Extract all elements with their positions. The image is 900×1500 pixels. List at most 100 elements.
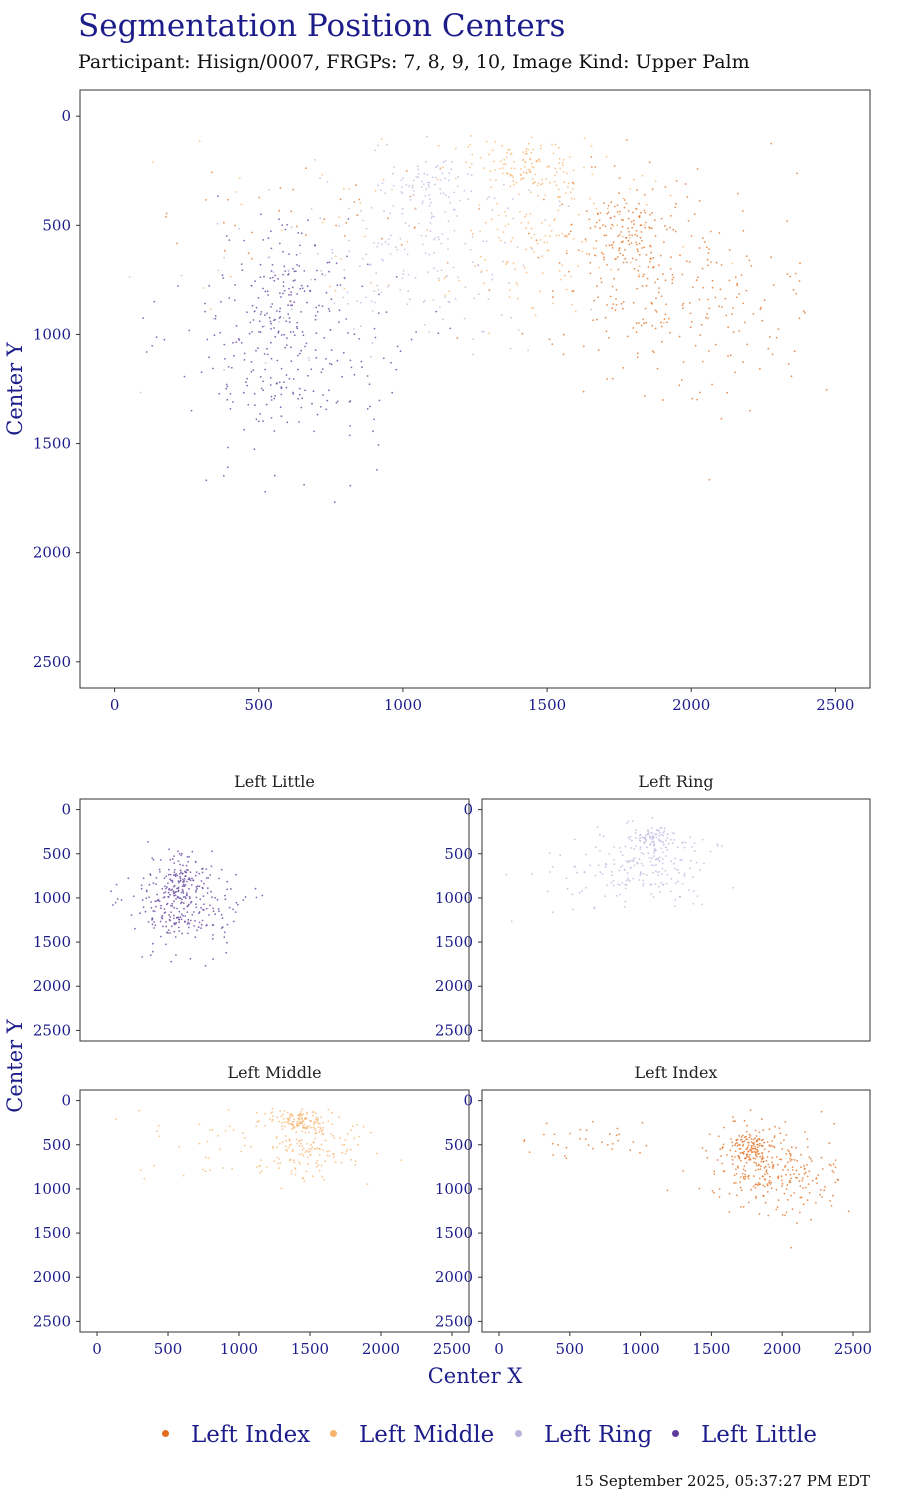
data-point-left-index	[607, 211, 610, 214]
data-point-left-little	[169, 919, 172, 922]
data-point-left-ring	[401, 208, 404, 210]
data-point-left-index	[747, 1150, 750, 1153]
data-point-left-little	[280, 415, 283, 418]
data-point-left-ring	[625, 879, 628, 882]
data-point-left-little	[348, 434, 351, 437]
data-point-left-little	[220, 300, 222, 303]
data-point-left-index	[773, 1136, 776, 1139]
data-point-left-middle	[231, 1168, 234, 1170]
data-point-left-ring	[377, 242, 380, 245]
legend-item-left-middle: Left Middle	[330, 1422, 494, 1448]
data-point-left-middle	[312, 1141, 315, 1144]
data-point-left-ring	[684, 841, 687, 844]
data-point-left-middle	[568, 156, 571, 158]
data-point-left-little	[186, 911, 189, 913]
data-point-left-index	[794, 272, 797, 275]
data-point-left-ring	[493, 197, 496, 200]
data-point-left-little	[290, 304, 292, 307]
data-point-left-index	[618, 234, 621, 236]
data-point-left-middle	[510, 240, 513, 243]
data-point-left-little	[314, 349, 317, 351]
data-point-left-ring	[412, 194, 415, 196]
data-point-left-middle	[346, 1148, 349, 1151]
data-point-left-little	[293, 301, 296, 303]
data-point-left-little	[220, 868, 223, 871]
data-point-left-little	[415, 331, 417, 333]
data-point-left-index	[686, 196, 689, 198]
data-point-left-middle	[306, 1127, 309, 1129]
data-point-left-index	[788, 1181, 791, 1183]
data-point-left-index	[620, 302, 623, 305]
data-point-left-middle	[318, 1169, 321, 1172]
data-point-left-ring	[485, 240, 488, 243]
data-point-left-little	[178, 852, 181, 855]
data-point-left-index	[622, 219, 624, 222]
data-point-left-middle	[500, 145, 503, 147]
data-point-left-little	[330, 349, 333, 351]
data-point-left-middle	[288, 1138, 291, 1141]
data-point-left-index	[781, 1182, 784, 1185]
y-tick-label: 1000	[33, 889, 71, 907]
data-point-left-index	[763, 1167, 766, 1169]
data-point-left-index	[637, 250, 639, 253]
data-point-left-index	[832, 1163, 835, 1166]
data-point-left-ring	[347, 239, 350, 242]
data-point-left-index	[803, 1167, 806, 1170]
data-point-left-middle	[525, 150, 527, 153]
data-point-left-index	[743, 1150, 745, 1153]
data-point-left-ring	[671, 832, 674, 834]
data-point-left-ring	[407, 274, 410, 276]
data-point-left-ring	[428, 331, 431, 334]
data-point-left-index	[738, 1155, 740, 1158]
data-point-left-middle	[271, 1120, 273, 1123]
data-point-left-ring	[692, 902, 695, 905]
data-point-left-middle	[307, 1163, 309, 1165]
legend-dot-icon	[672, 1429, 679, 1437]
data-point-left-ring	[696, 861, 698, 864]
data-point-left-middle	[240, 203, 243, 206]
data-point-left-little	[159, 871, 161, 873]
data-point-left-index	[714, 343, 717, 346]
data-point-left-little	[307, 374, 309, 377]
data-point-left-index	[764, 1165, 767, 1168]
data-point-left-middle	[308, 1148, 311, 1150]
data-point-left-index	[786, 1184, 789, 1186]
data-point-left-ring	[573, 838, 576, 841]
data-point-left-ring	[324, 274, 327, 277]
data-point-left-ring	[359, 325, 362, 328]
data-point-left-little	[277, 330, 280, 333]
data-point-left-ring	[658, 840, 660, 842]
data-point-left-index	[604, 225, 607, 228]
data-point-left-ring	[589, 864, 591, 867]
data-point-left-index	[793, 1159, 796, 1161]
x-tick-label: 2500	[433, 1340, 471, 1358]
data-point-left-ring	[602, 835, 605, 838]
data-point-left-middle	[682, 246, 684, 248]
data-point-left-little	[272, 276, 274, 279]
data-point-left-little	[284, 270, 287, 272]
data-point-left-little	[270, 357, 273, 360]
data-point-left-ring	[639, 874, 642, 877]
data-point-left-ring	[365, 296, 367, 299]
data-point-left-index	[681, 273, 684, 276]
data-point-left-little	[162, 892, 165, 894]
data-point-left-ring	[721, 845, 723, 847]
data-point-left-middle	[152, 161, 154, 164]
data-point-left-index	[737, 192, 739, 195]
data-point-left-index	[622, 254, 624, 257]
data-point-left-little	[264, 290, 267, 293]
data-point-left-index	[634, 233, 637, 236]
data-point-left-little	[188, 877, 191, 879]
data-point-left-ring	[709, 850, 712, 853]
data-point-left-ring	[626, 822, 628, 825]
data-point-left-little	[246, 311, 248, 314]
data-point-left-middle	[558, 157, 561, 160]
data-point-left-middle	[333, 1153, 335, 1155]
data-point-left-index	[757, 1181, 760, 1184]
data-point-left-little	[152, 942, 154, 945]
data-point-left-index	[605, 330, 608, 333]
data-point-left-little	[154, 924, 157, 927]
data-point-left-ring	[716, 845, 719, 847]
data-point-left-index	[699, 391, 701, 394]
data-point-left-ring	[611, 874, 613, 877]
